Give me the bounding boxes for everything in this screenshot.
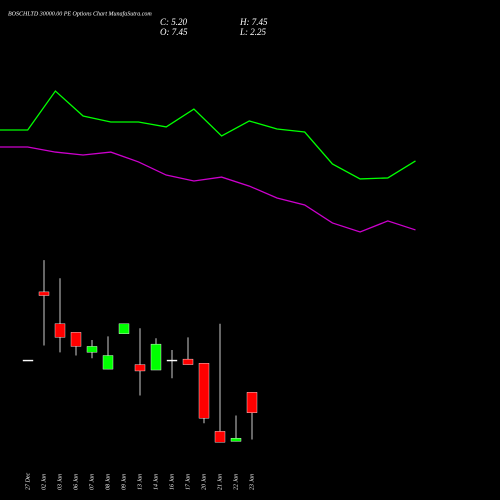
x-tick-label: 07 Jan [89, 474, 95, 490]
low-label: L: 2.25 [239, 27, 267, 37]
x-tick-label: 20 Jan [201, 474, 207, 490]
x-tick-label: 08 Jan [105, 474, 111, 490]
candle-body [166, 359, 178, 362]
x-tick-label: 06 Jan [73, 474, 79, 490]
x-tick-label: 14 Jan [152, 474, 159, 490]
candle-body [214, 431, 226, 443]
candle-body [118, 323, 130, 334]
open-label: O: 7.45 [160, 27, 188, 37]
x-tick-label: 16 Jan [169, 474, 175, 490]
x-tick-label: 03 Jan [57, 474, 63, 490]
x-tick-label: 09 Jan [121, 474, 127, 490]
x-tick-label: 22 Jan [233, 474, 239, 490]
candle-body [86, 346, 98, 353]
high-label: H: 7.45 [239, 17, 268, 27]
candle-body [230, 437, 242, 442]
candle-body [102, 355, 114, 370]
chart-title: BOSCHLTD 30000.00 PE Options Chart Munaf… [8, 10, 152, 17]
candle-body [134, 364, 146, 372]
candle-body [38, 291, 50, 296]
line-series [0, 90, 416, 180]
candle-body [246, 392, 258, 413]
candle-body [198, 363, 210, 419]
x-tick-label: 27 Dec [25, 473, 31, 490]
x-tick-label: 23 Jan [249, 474, 255, 490]
x-tick-label: 02 Jan [41, 474, 47, 490]
candle-body [182, 358, 194, 365]
candle-body [150, 343, 162, 371]
x-tick-label: 13 Jan [137, 474, 143, 490]
candle-body [54, 323, 66, 338]
close-label: C: 5.20 [160, 17, 188, 27]
x-tick-label: 21 Jan [217, 474, 223, 490]
x-tick-label: 17 Jan [185, 474, 191, 490]
line-series [0, 146, 416, 233]
candle-body [22, 359, 34, 362]
candle-body [70, 332, 82, 347]
